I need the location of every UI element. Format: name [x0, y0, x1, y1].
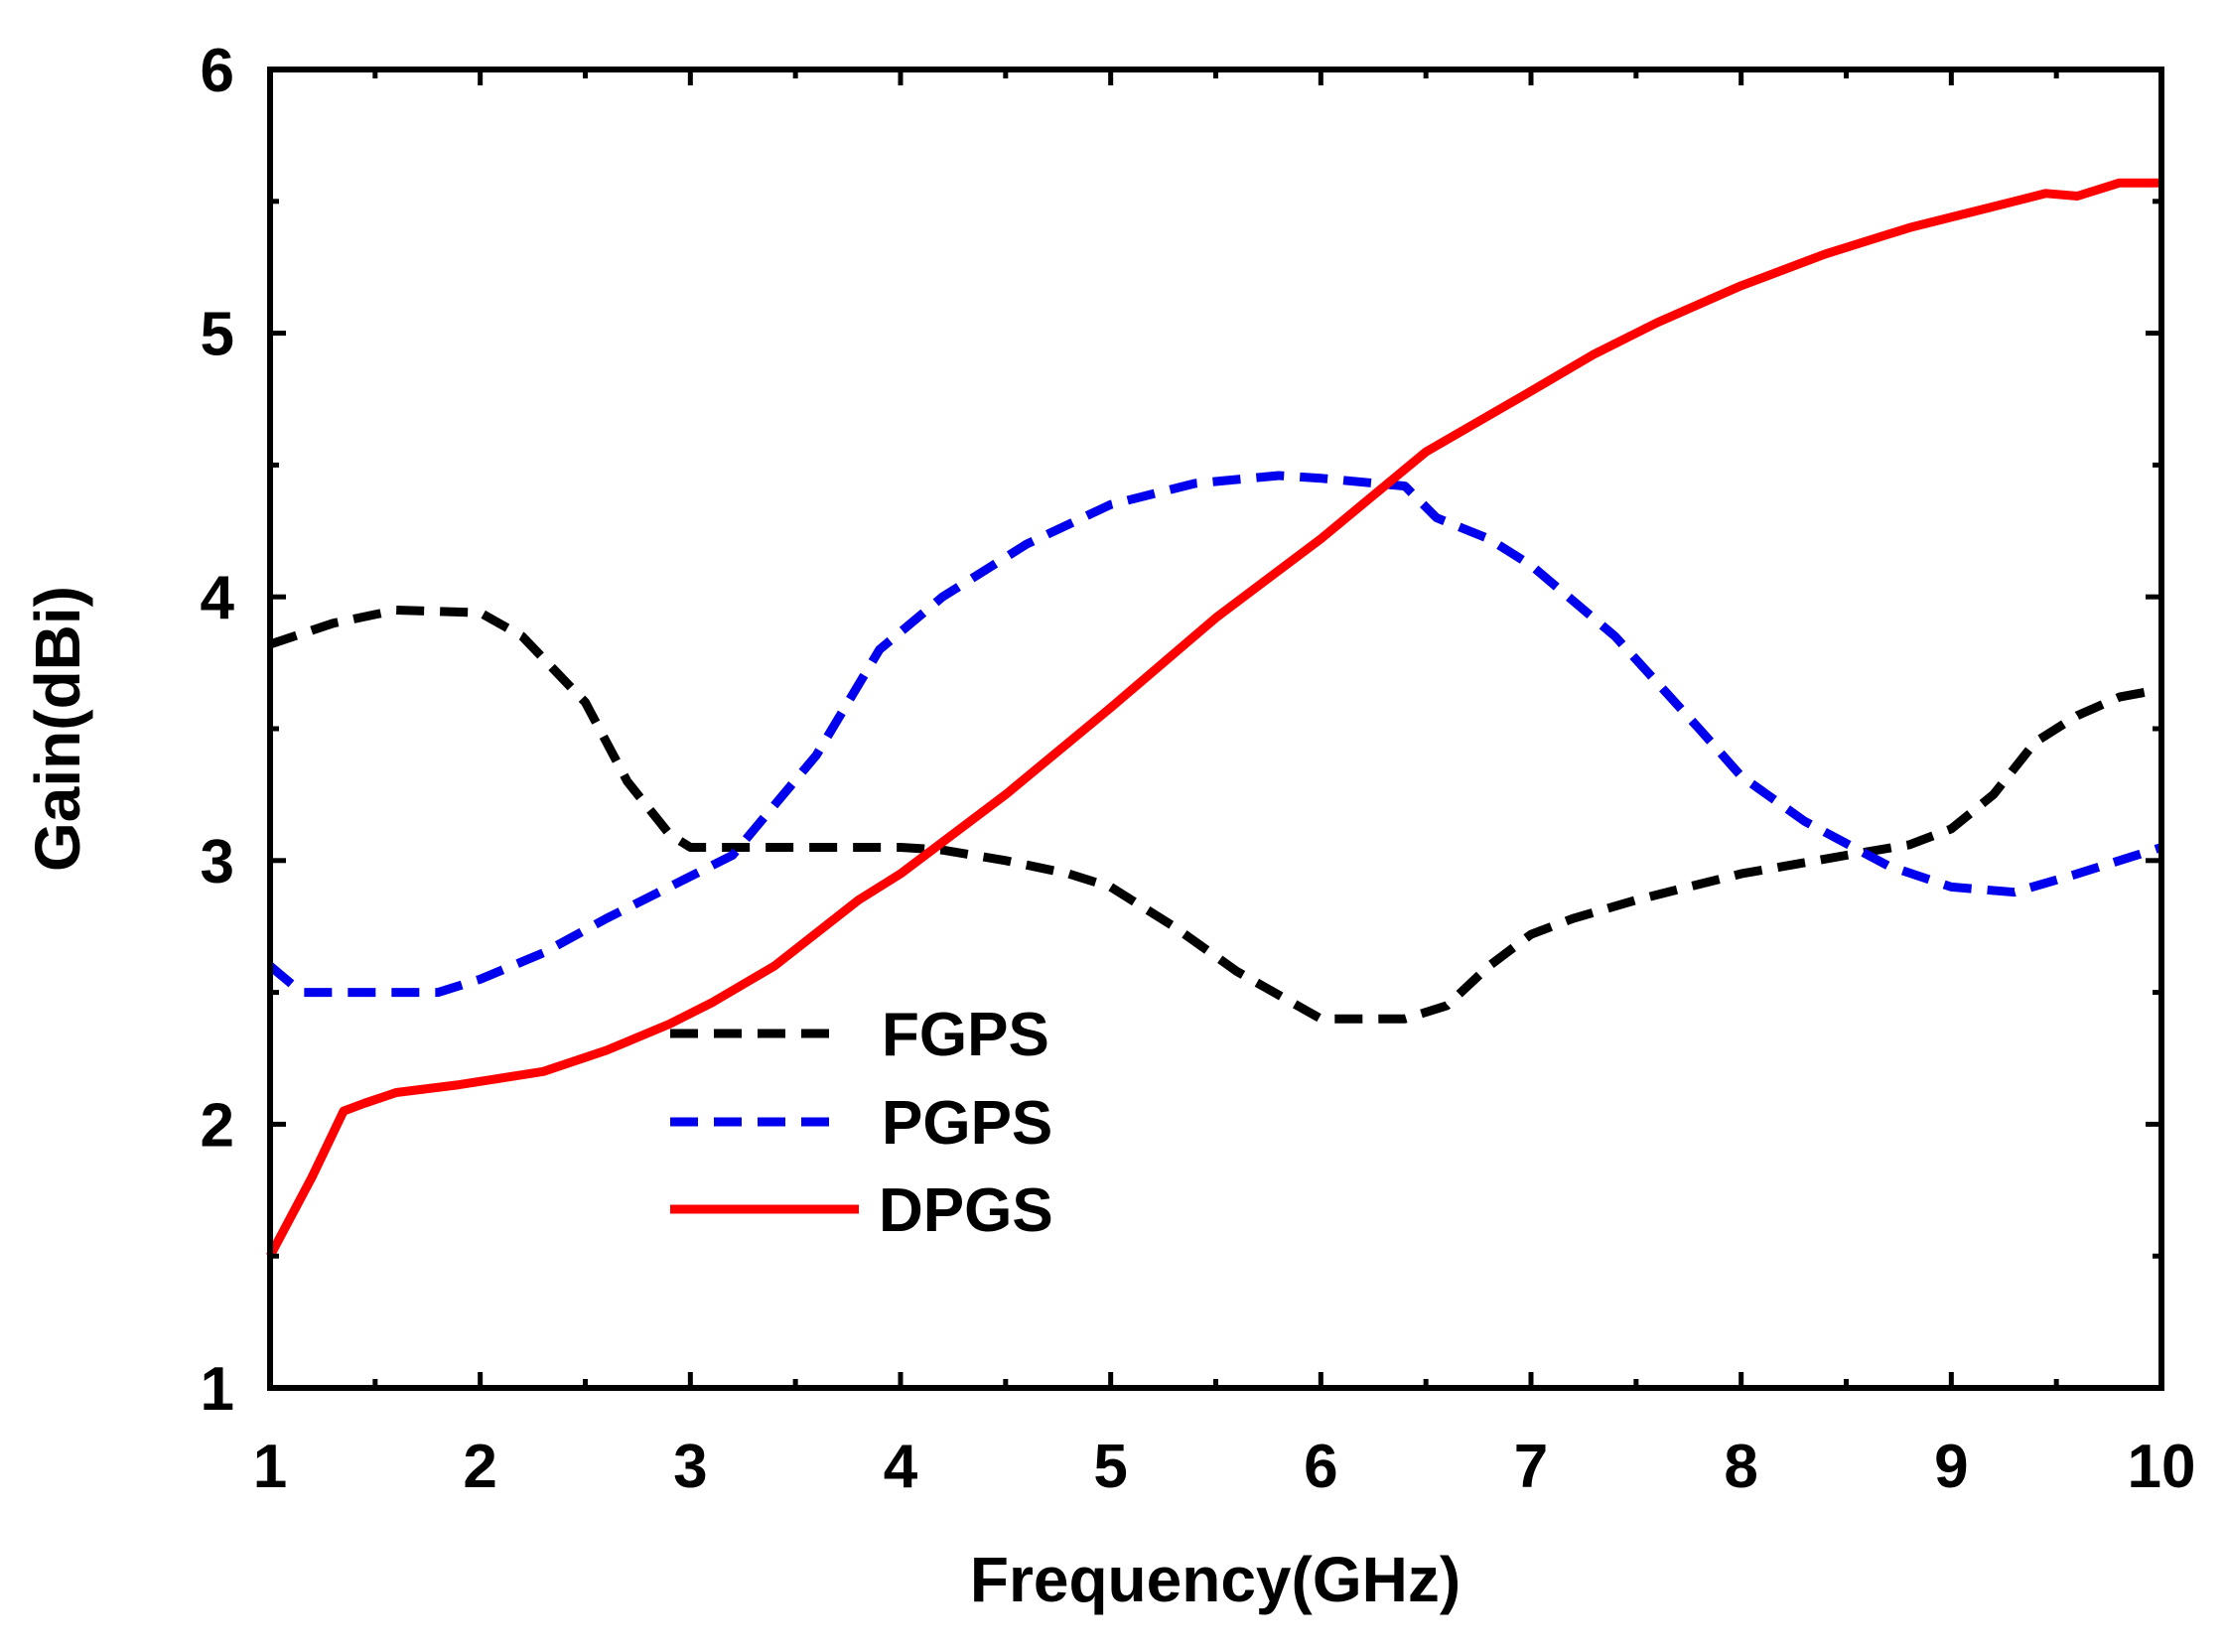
legend: FGPS PGPS DPGS [670, 1001, 1053, 1245]
y-tick-label: 4 [201, 564, 235, 632]
x-tick-label: 8 [1724, 1433, 1757, 1501]
x-tick-label: 9 [1934, 1433, 1968, 1501]
x-tick-label: 2 [463, 1433, 496, 1501]
legend-label-pgps: PGPS [882, 1089, 1052, 1158]
tick-labels-layer: 1 2 3 4 5 6 7 8 9 10 1 2 3 4 5 6 [201, 37, 2196, 1501]
y-tick-label: 3 [201, 828, 234, 896]
x-tick-label: 1 [253, 1433, 287, 1501]
ticks-layer [267, 67, 2164, 1391]
x-tick-label: 3 [673, 1433, 707, 1501]
y-tick-label: 5 [201, 301, 234, 369]
y-tick-label: 2 [201, 1091, 234, 1160]
x-tick-label: 6 [1304, 1433, 1337, 1501]
series-layer [266, 178, 2163, 1259]
plot-frame [267, 67, 2164, 1391]
y-axis-title: Gain(dBi) [22, 586, 93, 872]
x-tick-label: 10 [2128, 1433, 2196, 1501]
series-line-pgps [267, 471, 2163, 998]
y-tick-label: 6 [201, 37, 234, 105]
x-axis-title: Frequency(GHz) [970, 1544, 1461, 1615]
legend-label-dpgs: DPGS [879, 1176, 1053, 1245]
legend-label-fgps: FGPS [882, 1001, 1049, 1069]
series-line-fgps [268, 606, 2162, 1024]
x-tick-label: 5 [1093, 1433, 1127, 1501]
x-tick-label: 7 [1514, 1433, 1548, 1501]
x-tick-label: 4 [884, 1433, 918, 1501]
y-tick-label: 1 [201, 1355, 234, 1424]
series-line-dpgs [266, 178, 2161, 1259]
